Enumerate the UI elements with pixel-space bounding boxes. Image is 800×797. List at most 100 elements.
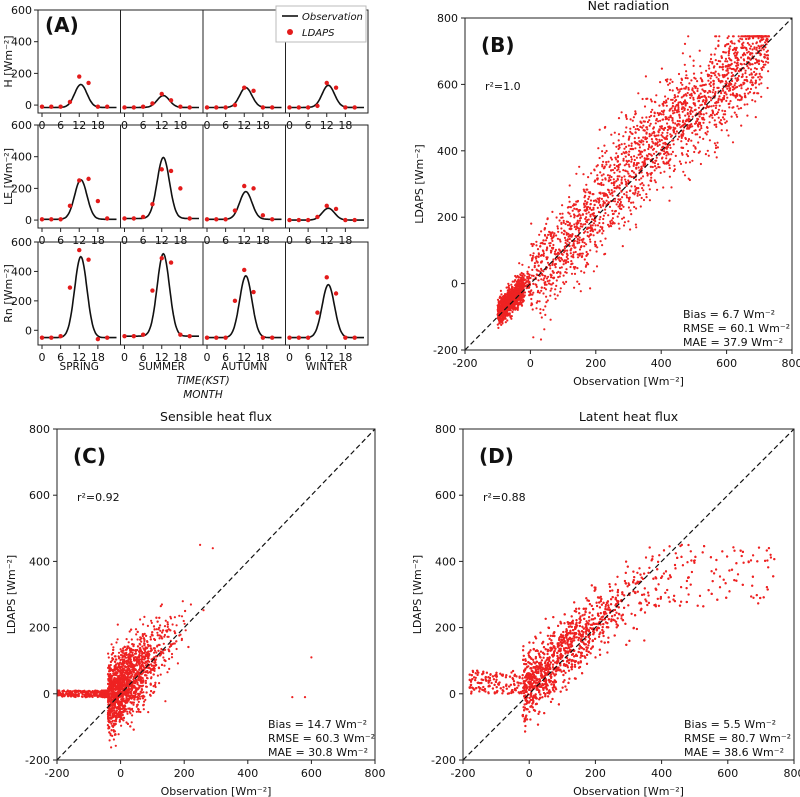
scatter-point [662,104,665,107]
scatter-point [697,118,700,121]
scatter-point [532,282,535,285]
scatter-point [546,299,549,302]
scatter-point [118,718,121,722]
scatter-point [557,252,560,256]
scatter-point [731,141,735,144]
scatter-point [672,126,675,129]
ldaps-point [232,208,238,213]
scatter-point [630,201,633,204]
scatter-point [717,72,720,75]
scatter-point [740,46,743,49]
scatter-point [676,88,679,91]
scatter-point [507,289,511,292]
scatter-point [644,136,647,139]
scatter-point [584,223,587,226]
scatter-point [705,126,709,129]
scatter-point [504,299,507,302]
ldaps-point [140,214,146,220]
x-tick-label: 600 [716,357,737,370]
scatter-point [682,129,685,132]
scatter-point [673,107,677,110]
scatter-point [571,233,574,236]
scatter-point [554,248,558,251]
scatter-point [746,42,750,45]
scatter-point [584,200,587,203]
scatter-point [496,298,500,301]
scatter-point [666,122,669,125]
scatter-point [540,286,543,289]
ldaps-point [58,104,63,109]
scatter-point [627,159,631,162]
scatter-point [738,99,741,102]
scatter-point [720,79,723,83]
scatter-point [681,110,684,113]
scatter-point [532,274,535,277]
scatter-point [639,125,642,128]
scatter-point [650,134,653,137]
scatter-point [642,198,646,202]
scatter-point [612,184,616,187]
scatter-point [682,102,685,105]
scatter-point [649,179,652,182]
scatter-point [713,113,716,116]
observation-line [207,274,282,339]
scatter-point [615,203,618,206]
scatter-point [539,242,542,245]
scatter-point [606,174,610,177]
scatter-point [577,229,580,232]
scatter-point [624,131,627,134]
scatter-point [757,37,760,40]
scatter-point [543,227,546,230]
scatter-point [602,203,605,206]
scatter-point [644,137,647,141]
scatter-point [567,220,570,224]
scatter-point [514,290,518,293]
scatter-point [184,629,187,632]
scatter-point [139,618,142,621]
scatter-point [546,261,550,264]
scatter-point [640,177,643,180]
scatter-point [502,317,506,320]
scatter-point [510,293,513,296]
scatter-point [671,98,674,101]
scatter-point [637,187,640,190]
scatter-point [680,136,683,139]
scatter-point [585,212,588,215]
scatter-point [635,163,639,166]
scatter-point [648,188,651,191]
scatter-point [638,149,641,152]
scatter-point [701,80,704,83]
scatter-point [692,72,696,75]
scatter-point [596,206,599,209]
ldaps-point [214,217,219,222]
scatter-point [622,135,625,138]
scatter-point [610,189,613,192]
scatter-point [154,649,157,652]
scatter-point [698,136,702,139]
scatter-point [643,160,646,163]
scatter-point [759,39,762,43]
scatter-point [542,308,545,311]
scatter-point [714,74,717,77]
scatter-point [678,116,682,119]
scatter-point [519,287,522,290]
scatter-point [159,605,162,608]
scatter-point [570,263,573,266]
scatter-point [748,73,751,76]
scatter-point [506,319,509,322]
ldaps-point [232,298,238,304]
scatter-point [698,49,701,52]
scatter-point [758,83,761,86]
scatter-point [505,295,508,298]
scatter-point [669,133,672,136]
scatter-point [625,126,628,129]
scatter-point [700,103,703,106]
scatter-point [620,152,623,156]
ldaps-point [352,335,357,340]
scatter-point [563,247,566,250]
scatter-point [626,170,629,173]
scatter-point [634,189,637,192]
scatter-point [747,56,750,59]
scatter-point [684,114,687,117]
scatter-point [507,297,510,300]
